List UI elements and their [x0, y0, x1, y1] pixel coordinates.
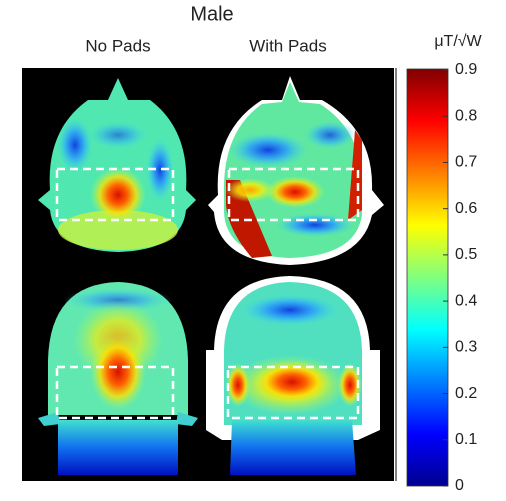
colorbar-tick-label: 0.9 — [455, 61, 477, 78]
colorbar-tick-label: 0.4 — [455, 292, 477, 309]
field-map — [206, 276, 380, 475]
colorbar-tick-label: 0.5 — [455, 246, 477, 263]
colorbar-tick-label: 0.7 — [455, 154, 477, 171]
field-map — [208, 76, 384, 265]
colorbar-tick-label: 0 — [455, 477, 464, 494]
figure-title: Male — [190, 3, 233, 25]
colorbar-tick-label: 0.8 — [455, 107, 477, 124]
field-map — [38, 282, 198, 475]
column-label: With Pads — [249, 36, 326, 55]
colorbar — [406, 68, 449, 487]
field-map — [38, 78, 196, 252]
colorbar-tick-label: 0.2 — [455, 385, 477, 402]
colorbar-tick-label: 0.3 — [455, 339, 477, 356]
column-label: No Pads — [85, 36, 150, 55]
colorbar-tick-label: 0.1 — [455, 431, 477, 448]
colorbar-tick-label: 0.6 — [455, 200, 477, 217]
colorbar-label: μT/√W — [434, 33, 482, 50]
